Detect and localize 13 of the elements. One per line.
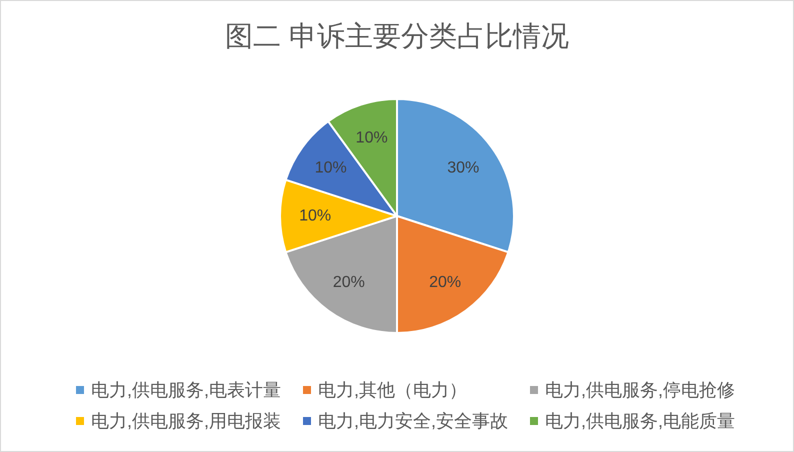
legend-label: 电力,电力安全,安全事故 (318, 411, 508, 431)
legend-label: 电力,供电服务,电表计量 (91, 380, 282, 400)
data-label: 10% (314, 159, 347, 176)
legend-label: 电力,供电服务,用电报装 (91, 411, 282, 431)
data-label: 10% (299, 208, 332, 224)
chart-title: 图二 申诉主要分类占比情况 (225, 20, 569, 52)
data-label: 30% (447, 159, 480, 176)
legend-label: 电力,其他（电力） (318, 380, 468, 400)
legend-label: 电力,供电服务,电能质量 (545, 411, 736, 431)
data-label: 10% (356, 130, 388, 147)
data-label: 20% (332, 274, 365, 291)
legend-label: 电力,供电服务,停电抢修 (545, 380, 736, 400)
data-label: 20% (429, 274, 462, 291)
